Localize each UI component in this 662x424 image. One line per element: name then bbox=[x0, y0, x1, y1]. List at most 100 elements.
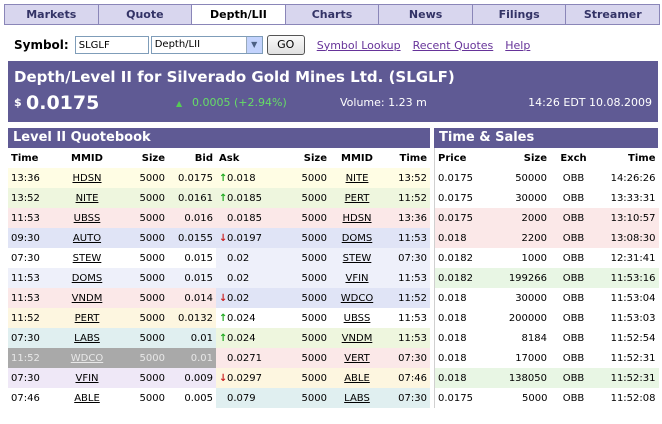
ask-price-cell: ↓0.0297 bbox=[216, 368, 278, 388]
bid-size: 5000 bbox=[116, 268, 168, 288]
bid-time: 07:30 bbox=[8, 328, 58, 348]
trade-exchange: OBB bbox=[550, 308, 597, 328]
tab-news[interactable]: News bbox=[379, 5, 473, 24]
symbol-input[interactable] bbox=[74, 36, 149, 54]
arrow-up-icon: ↑ bbox=[219, 172, 228, 184]
arrow-up-icon: ↑ bbox=[219, 192, 228, 204]
chevron-down-icon[interactable]: ▼ bbox=[245, 37, 262, 53]
trade-price: 0.018 bbox=[434, 288, 491, 308]
ask-size: 5000 bbox=[278, 268, 330, 288]
ask-mmid-link[interactable]: VFIN bbox=[330, 268, 384, 288]
arrow-down-icon: ↓ bbox=[219, 292, 228, 304]
ask-mmid-link[interactable]: PERT bbox=[330, 188, 384, 208]
ask-size: 5000 bbox=[278, 248, 330, 268]
quotebook-row: 11:52 PERT 5000 0.0132 ↑0.024 5000 UBSS 11:53 bbox=[8, 308, 430, 328]
ask-mmid-link[interactable]: WDCO bbox=[330, 288, 384, 308]
bid-time: 09:30 bbox=[8, 228, 58, 248]
bid-size: 5000 bbox=[116, 228, 168, 248]
nav-tabs: Markets Quote Depth/LII Charts News Filings St… bbox=[4, 4, 660, 25]
bid-mmid-link[interactable]: STEW bbox=[58, 248, 116, 268]
tab-quote[interactable]: Quote bbox=[99, 5, 193, 24]
tab-markets[interactable]: Markets bbox=[5, 5, 99, 24]
quotebook-row: 11:53 VNDM 5000 0.014 ↓0.02 5000 WDCO 11:52 bbox=[8, 288, 430, 308]
view-select-value: Depth/LII bbox=[154, 39, 201, 50]
ask-mmid-link[interactable]: UBSS bbox=[330, 308, 384, 328]
bid-mmid-link[interactable]: AUTO bbox=[58, 228, 116, 248]
trade-exchange: OBB bbox=[550, 328, 597, 348]
quotebook-row: 11:53 DOMS 5000 0.015 0.02 5000 VFIN 11:53 bbox=[8, 268, 430, 288]
trade-time: 14:26:26 bbox=[596, 168, 659, 188]
quotebook-row: 13:36 HDSN 5000 0.0175 ↑0.018 5000 NITE 13:52 bbox=[8, 168, 430, 188]
bid-price: 0.015 bbox=[168, 248, 216, 268]
ask-price: 0.02 bbox=[227, 252, 250, 264]
ask-mmid-link[interactable]: VNDM bbox=[330, 328, 384, 348]
tab-filings[interactable]: Filings bbox=[473, 5, 567, 24]
bid-time: 13:52 bbox=[8, 188, 58, 208]
trade-row: 0.018 2200 OBB 13:08:30 bbox=[434, 228, 659, 248]
ask-time: 07:30 bbox=[384, 348, 430, 368]
bid-mmid-link[interactable]: ABLE bbox=[58, 388, 116, 408]
time-sales-title: Time & Sales bbox=[434, 128, 658, 148]
arrow-down-icon: ↓ bbox=[219, 372, 228, 384]
trade-size: 199266 bbox=[490, 268, 551, 288]
bid-mmid-link[interactable]: NITE bbox=[58, 188, 116, 208]
ask-size: 5000 bbox=[278, 168, 330, 188]
ask-price-cell: 0.0271 bbox=[216, 348, 278, 368]
bid-price: 0.014 bbox=[168, 288, 216, 308]
view-select[interactable]: Depth/LII ▼ bbox=[150, 36, 263, 54]
trade-row: 0.0182 1000 OBB 12:31:41 bbox=[434, 248, 659, 268]
bid-mmid-link[interactable]: VFIN bbox=[58, 368, 116, 388]
bid-mmid-link[interactable]: PERT bbox=[58, 308, 116, 328]
ask-mmid-link[interactable]: NITE bbox=[330, 168, 384, 188]
trade-row: 0.0175 5000 OBB 11:52:08 bbox=[434, 388, 659, 408]
ask-mmid-link[interactable]: ABLE bbox=[330, 368, 384, 388]
ask-price: 0.018 bbox=[227, 172, 256, 184]
trade-exchange: OBB bbox=[550, 348, 597, 368]
ask-time: 11:52 bbox=[384, 188, 430, 208]
trade-price: 0.0175 bbox=[434, 168, 491, 188]
bid-mmid-link[interactable]: UBSS bbox=[58, 208, 116, 228]
symbol-lookup-link[interactable]: Symbol Lookup bbox=[316, 38, 401, 52]
bid-mmid-link[interactable]: LABS bbox=[58, 328, 116, 348]
recent-quotes-link[interactable]: Recent Quotes bbox=[412, 38, 494, 52]
ask-time: 13:52 bbox=[384, 168, 430, 188]
trade-row: 0.018 17000 OBB 11:52:31 bbox=[434, 348, 659, 368]
bid-price: 0.01 bbox=[168, 348, 216, 368]
ask-time: 11:53 bbox=[384, 308, 430, 328]
tab-depth-lii[interactable]: Depth/LII bbox=[192, 5, 286, 24]
tab-charts[interactable]: Charts bbox=[286, 5, 380, 24]
help-link[interactable]: Help bbox=[505, 38, 531, 52]
last-price: 0.0175 bbox=[26, 92, 100, 114]
trade-size: 1000 bbox=[490, 248, 551, 268]
ask-mmid-link[interactable]: LABS bbox=[330, 388, 384, 408]
bid-mmid-link[interactable]: VNDM bbox=[58, 288, 116, 308]
trade-time: 11:52:31 bbox=[596, 348, 659, 368]
ask-size: 5000 bbox=[278, 308, 330, 328]
trade-exchange: OBB bbox=[550, 248, 597, 268]
bid-time: 07:30 bbox=[8, 368, 58, 388]
bid-mmid-link[interactable]: DOMS bbox=[58, 268, 116, 288]
trade-exchange: OBB bbox=[550, 208, 597, 228]
bid-mmid-link[interactable]: WDCO bbox=[58, 348, 116, 368]
symbol-label: Symbol: bbox=[14, 38, 69, 52]
tab-streamer[interactable]: Streamer bbox=[583, 8, 642, 21]
ask-size: 5000 bbox=[278, 188, 330, 208]
trade-exchange: OBB bbox=[550, 368, 597, 388]
trade-time: 11:52:31 bbox=[596, 368, 659, 388]
ask-mmid-link[interactable]: STEW bbox=[330, 248, 384, 268]
ask-mmid-link[interactable]: HDSN bbox=[330, 208, 384, 228]
ask-mmid-link[interactable]: VERT bbox=[330, 348, 384, 368]
ask-price: 0.0271 bbox=[227, 352, 262, 364]
bid-size: 5000 bbox=[116, 368, 168, 388]
bid-time: 11:52 bbox=[8, 348, 58, 368]
ask-mmid-link[interactable]: DOMS bbox=[330, 228, 384, 248]
go-button[interactable]: GO bbox=[266, 35, 305, 55]
trade-size: 30000 bbox=[490, 288, 551, 308]
bid-size: 5000 bbox=[116, 388, 168, 408]
ask-time: 11:53 bbox=[384, 228, 430, 248]
quotebook-table: Time MMID Size Bid Ask Size MMID Time 13… bbox=[8, 148, 430, 408]
trade-exchange: OBB bbox=[550, 188, 597, 208]
arrow-up-icon: ↑ bbox=[219, 332, 228, 344]
bid-mmid-link[interactable]: HDSN bbox=[58, 168, 116, 188]
ask-price-cell: ↑0.024 bbox=[216, 308, 278, 328]
